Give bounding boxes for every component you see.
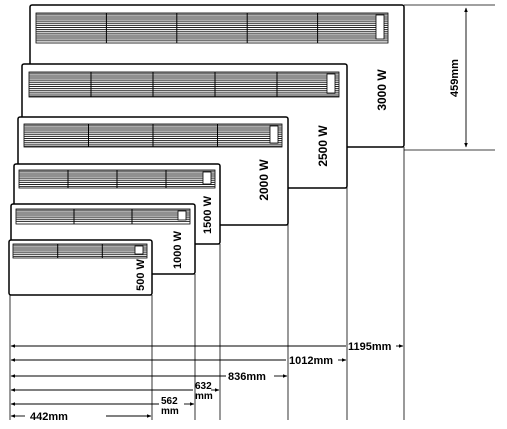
heater-2000w-power-label: 2000 W <box>257 159 271 201</box>
dim-562-label-number: 562 <box>161 396 178 407</box>
heater-3000w-power-label: 3000 W <box>375 69 389 111</box>
grille-frame <box>15 208 191 225</box>
heater-1500w-grille <box>18 169 216 189</box>
height-dimension-label: 459mm <box>449 59 461 97</box>
heater-500w-power-label: 500 W <box>135 258 147 290</box>
dim-562-label-unit: mm <box>161 406 179 417</box>
heater-1000w-grille <box>15 208 191 225</box>
heater-2500w-grille <box>28 71 340 98</box>
heater-500w-grille <box>12 243 148 259</box>
heater-500w: 500 W <box>8 239 153 296</box>
dim-1195-label: 1195mm <box>348 341 392 353</box>
thermostat-control <box>269 125 279 144</box>
width-dimensions <box>10 344 404 418</box>
vertical-reference-lines <box>9 4 495 420</box>
heater-2500w-power-label: 2500 W <box>316 125 330 167</box>
thermostat-control <box>134 245 144 255</box>
heater-3000w-grille <box>35 12 389 44</box>
dim-1012-label: 1012mm <box>289 355 333 367</box>
heater-2000w-grille <box>23 123 283 148</box>
heater-1500w-power-label: 1500 W <box>202 195 214 234</box>
thermostat-control <box>326 73 336 94</box>
height-dimension: 459mm <box>449 7 468 148</box>
thermostat-control <box>375 14 385 40</box>
heater-1000w-power-label: 1000 W <box>172 230 184 269</box>
dim-836-label: 836mm <box>228 371 266 383</box>
dim-442-label: 442mm <box>30 411 68 423</box>
dim-632-label-unit: mm <box>195 391 213 402</box>
thermostat-control <box>202 171 212 185</box>
dim-632-label-number: 632 <box>195 381 212 392</box>
width-dimension-labels: 1195mm 1012mm 836mm 632 mm 562 mm 442mm <box>30 341 392 423</box>
thermostat-control <box>177 210 187 221</box>
